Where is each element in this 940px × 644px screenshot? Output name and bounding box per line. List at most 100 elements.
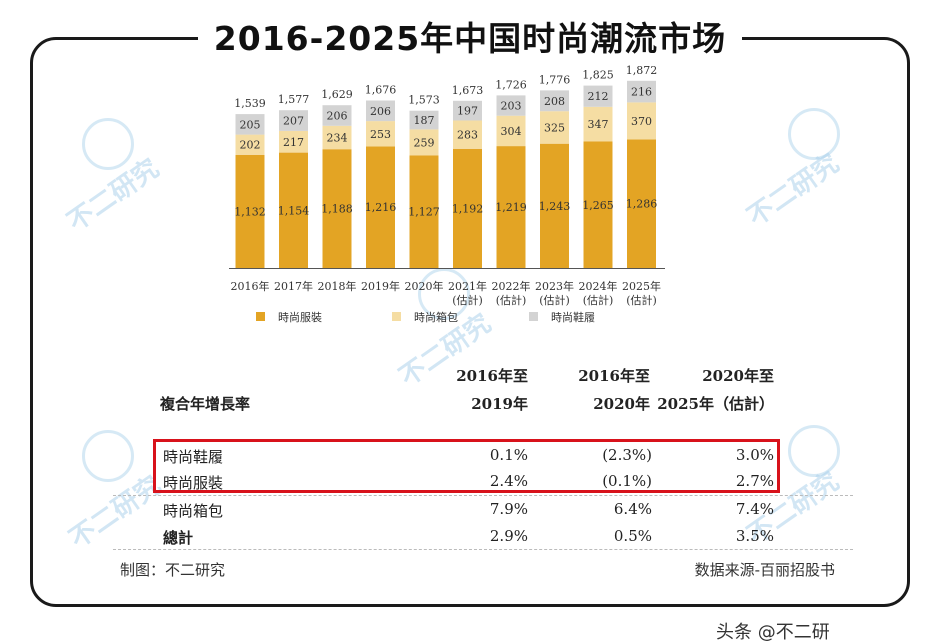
data-label: 1,127 — [408, 206, 440, 219]
bar-segment — [279, 130, 308, 153]
footer-source: 数据来源-百丽招股书 — [694, 561, 835, 579]
watermark-logo-icon — [788, 108, 840, 160]
bar-segment — [540, 111, 569, 144]
data-label: 1,219 — [495, 201, 527, 214]
watermark-logo-icon — [82, 118, 134, 170]
bar-segment — [540, 90, 569, 112]
total-label: 1,676 — [365, 84, 397, 97]
total-label: 1,577 — [278, 93, 310, 106]
bar-segment — [409, 155, 439, 268]
table-cell: 7.4% — [735, 500, 774, 518]
bar-segment — [235, 114, 265, 135]
table-row-label: 時尚鞋履 — [163, 448, 224, 466]
column-header-line2: 2019年 — [471, 395, 528, 413]
table-row-label: 時尚箱包 — [163, 502, 224, 520]
data-label: 253 — [370, 128, 391, 141]
x-tick-label: 2016年 — [231, 279, 270, 293]
x-tick-label: 2021年 — [448, 279, 487, 293]
x-tick-label: 2017年 — [274, 279, 313, 293]
table-cell: 7.9% — [489, 500, 528, 518]
data-label: 212 — [588, 90, 609, 103]
data-label: 206 — [327, 110, 348, 123]
total-label: 1,573 — [408, 94, 440, 107]
legend-swatch — [392, 312, 401, 321]
data-label: 217 — [283, 136, 304, 149]
table-cell: 0.5% — [613, 527, 652, 545]
column-header-line2: 2020年 — [593, 395, 650, 413]
table-row-header: 複合年增長率 — [160, 395, 251, 413]
table-cell: (2.3%) — [602, 446, 652, 464]
total-label: 1,776 — [539, 73, 571, 86]
legend-label: 時尚鞋履 — [551, 310, 595, 324]
bar-segment — [279, 110, 308, 131]
x-tick-sublabel: (估計) — [496, 293, 527, 307]
data-label: 206 — [370, 105, 391, 118]
x-tick-label: 2023年 — [535, 279, 574, 293]
data-label: 1,188 — [321, 203, 353, 216]
bar-segment — [627, 102, 656, 140]
corner-watermark-text: 头条 @不二研 — [716, 622, 830, 643]
bar-segment — [366, 146, 395, 268]
data-label: 1,216 — [365, 201, 397, 214]
bar-segment — [409, 129, 439, 156]
data-label: 1,154 — [278, 204, 310, 217]
data-label: 205 — [240, 118, 261, 131]
data-label: 370 — [631, 115, 652, 128]
data-label: 234 — [327, 132, 348, 145]
table-cell: 3.0% — [735, 446, 774, 464]
bar-segment — [366, 100, 395, 122]
data-label: 259 — [414, 136, 435, 149]
data-label: 187 — [414, 114, 435, 127]
bar-segment — [453, 120, 482, 149]
bar-segment — [583, 85, 613, 107]
bar-segment — [496, 146, 526, 268]
bar-segment — [627, 80, 656, 103]
watermark-logo-icon — [418, 268, 470, 320]
legend-label: 時尚箱包 — [414, 310, 458, 324]
x-tick-label: 2025年 — [622, 279, 661, 293]
bar-segment — [496, 115, 526, 147]
legend-label: 時尚服裝 — [278, 310, 322, 324]
data-label: 202 — [240, 139, 261, 152]
table-row-label: 總計 — [163, 529, 194, 547]
row-divider — [113, 495, 853, 496]
data-label: 1,192 — [452, 202, 484, 215]
column-header-line1: 2016年至 — [456, 367, 528, 385]
legend-swatch — [529, 312, 538, 321]
x-tick-sublabel: (估計) — [539, 293, 570, 307]
table-cell: 0.1% — [489, 446, 528, 464]
table-cell: (0.1%) — [602, 472, 652, 490]
table-cell: 6.4% — [613, 500, 652, 518]
watermark-logo-icon — [788, 425, 840, 477]
data-label: 347 — [588, 118, 609, 131]
x-tick-sublabel: (估計) — [583, 293, 614, 307]
bar-segment — [583, 141, 613, 268]
bar-segment — [409, 110, 439, 130]
total-label: 1,872 — [626, 64, 658, 77]
bar-segment — [235, 154, 265, 268]
chart-title: 2016-2025年中国时尚潮流市场 — [197, 12, 743, 60]
total-label: 1,629 — [321, 88, 353, 101]
bar-segment — [453, 100, 482, 121]
bar-segment — [583, 106, 613, 142]
bar-segment — [496, 95, 526, 116]
x-tick-label: 2022年 — [492, 279, 531, 293]
legend-swatch — [256, 312, 265, 321]
total-label: 1,673 — [452, 84, 484, 97]
footer-credit: 制图：不二研究 — [120, 561, 226, 579]
data-label: 207 — [283, 115, 304, 128]
table-row-label: 時尚服裝 — [163, 474, 224, 492]
table-cell: 2.9% — [489, 527, 528, 545]
bar-segment — [366, 121, 395, 147]
data-label: 203 — [501, 100, 522, 113]
table-cell: 2.7% — [735, 472, 774, 490]
x-tick-sublabel: (估計) — [452, 293, 483, 307]
column-header-line2: 2025年（估計） — [657, 395, 774, 413]
data-label: 216 — [631, 86, 652, 99]
row-divider — [113, 549, 853, 550]
x-tick-label: 2019年 — [361, 279, 400, 293]
table-cell: 3.5% — [735, 527, 774, 545]
watermark-logo-icon — [82, 430, 134, 482]
bar-segment — [322, 125, 352, 150]
stacked-bar-chart: 1,132 202 205 1,539 2016年 1,154 217 207 1,577 201… — [229, 64, 665, 324]
